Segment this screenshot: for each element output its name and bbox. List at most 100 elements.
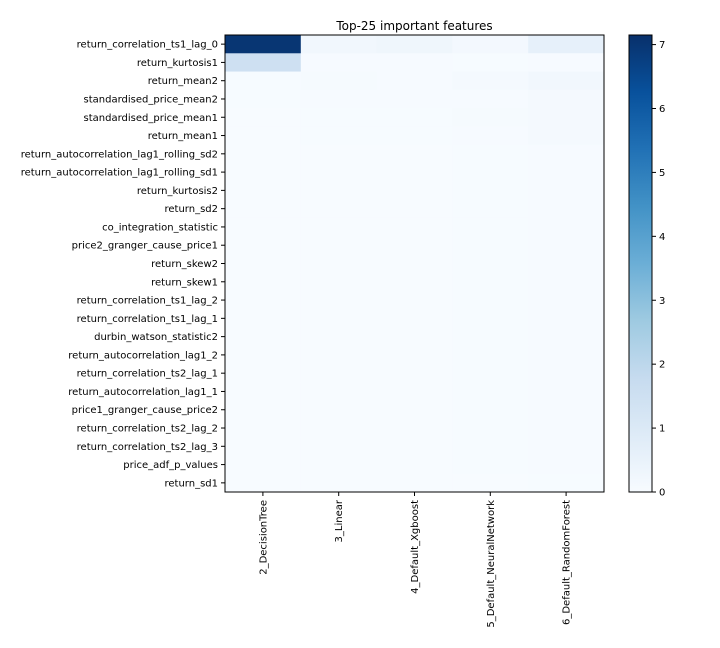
heatmap-cell bbox=[225, 162, 302, 182]
heatmap-cell bbox=[528, 345, 605, 365]
heatmap-cell bbox=[528, 309, 605, 328]
row-label: price2_granger_cause_price1 bbox=[72, 241, 218, 252]
heatmap-cell bbox=[225, 217, 302, 237]
heatmap-cell bbox=[376, 254, 453, 274]
heatmap-cell bbox=[225, 181, 302, 201]
heatmap-cell bbox=[376, 473, 453, 493]
heatmap-cell bbox=[528, 418, 605, 438]
heatmap-cell bbox=[452, 345, 529, 365]
heatmap-cell bbox=[376, 89, 453, 109]
heatmap-cell bbox=[300, 327, 378, 347]
heatmap-cell bbox=[300, 382, 378, 402]
heatmap-cell bbox=[225, 236, 302, 255]
heatmap-cell bbox=[376, 418, 453, 438]
heatmap-cell bbox=[376, 181, 453, 201]
heatmap-cell bbox=[376, 199, 453, 219]
heatmap-cell bbox=[452, 473, 529, 493]
heatmap-cell bbox=[528, 272, 605, 292]
heatmap-cell bbox=[300, 418, 378, 438]
heatmap-cell bbox=[376, 364, 453, 383]
heatmap-cell bbox=[225, 35, 302, 54]
row-label: return_autocorrelation_lag1_rolling_sd1 bbox=[21, 168, 218, 179]
heatmap-cell bbox=[528, 437, 605, 456]
heatmap-cell bbox=[225, 126, 302, 146]
heatmap-cell bbox=[300, 71, 378, 91]
heatmap-cell bbox=[300, 236, 378, 255]
heatmap-cell bbox=[300, 35, 378, 54]
heatmap-cell bbox=[376, 345, 453, 365]
row-label: return_mean2 bbox=[148, 76, 218, 87]
row-label: return_kurtosis2 bbox=[137, 186, 218, 197]
heatmap-cell bbox=[376, 126, 453, 146]
heatmap-cell bbox=[452, 309, 529, 328]
heatmap-cell bbox=[376, 162, 453, 182]
heatmap-cell bbox=[300, 144, 378, 164]
colorbar-gradient bbox=[628, 34, 653, 493]
heatmap-cell bbox=[528, 400, 605, 420]
heatmap-cell bbox=[300, 473, 378, 493]
column-label: 4_Default_Xgboost bbox=[410, 500, 421, 594]
heatmap-cell bbox=[528, 53, 605, 73]
heatmap-cell bbox=[300, 345, 378, 365]
heatmap-cell bbox=[225, 108, 302, 127]
row-label: return_correlation_ts2_lag_2 bbox=[77, 424, 218, 435]
heatmap-cells bbox=[225, 35, 605, 493]
row-label: return_correlation_ts1_lag_1 bbox=[77, 314, 218, 325]
colorbar-tick-label: 7 bbox=[659, 40, 665, 51]
heatmap-cell bbox=[300, 309, 378, 328]
heatmap-cell bbox=[225, 418, 302, 438]
heatmap-cell bbox=[452, 89, 529, 109]
colorbar-tick-label: 4 bbox=[659, 232, 665, 243]
heatmap-cell bbox=[300, 89, 378, 109]
column-label: 2_DecisionTree bbox=[258, 500, 269, 575]
column-label: 3_Linear bbox=[334, 499, 345, 542]
heatmap-cell bbox=[452, 272, 529, 292]
heatmap-cell bbox=[300, 199, 378, 219]
row-labels: return_correlation_ts1_lag_0 return_kurto… bbox=[21, 40, 225, 489]
heatmap-cell bbox=[376, 437, 453, 456]
row-label: return_correlation_ts2_lag_1 bbox=[77, 369, 218, 380]
heatmap-cell bbox=[225, 272, 302, 292]
row-label: return_sd1 bbox=[165, 478, 219, 489]
heatmap-cell bbox=[452, 162, 529, 182]
heatmap-cell bbox=[528, 327, 605, 347]
heatmap-cell bbox=[528, 126, 605, 146]
heatmap-cell bbox=[452, 199, 529, 219]
heatmap-cell bbox=[376, 217, 453, 237]
row-label: return_correlation_ts1_lag_0 bbox=[77, 40, 218, 51]
heatmap-cell bbox=[225, 345, 302, 365]
heatmap-cell bbox=[225, 364, 302, 383]
row-label: return_skew1 bbox=[151, 277, 218, 288]
heatmap-cell bbox=[528, 181, 605, 201]
heatmap-cell bbox=[528, 35, 605, 54]
heatmap-cell bbox=[225, 400, 302, 420]
heatmap-cell bbox=[300, 126, 378, 146]
colorbar-tick-label: 5 bbox=[659, 168, 665, 179]
heatmap-cell bbox=[300, 108, 378, 127]
heatmap-cell bbox=[528, 382, 605, 402]
row-label: return_skew2 bbox=[151, 259, 218, 270]
heatmap-cell bbox=[452, 327, 529, 347]
heatmap-cell bbox=[225, 473, 302, 493]
chart-title: Top-25 important features bbox=[335, 19, 492, 33]
heatmap-cell bbox=[300, 217, 378, 237]
row-label: return_autocorrelation_lag1_2 bbox=[68, 350, 218, 361]
heatmap-cell bbox=[452, 126, 529, 146]
heatmap-cell bbox=[376, 53, 453, 73]
heatmap-cell bbox=[300, 254, 378, 274]
row-label: durbin_watson_statistic2 bbox=[94, 332, 218, 343]
heatmap-cell bbox=[376, 236, 453, 255]
colorbar: 0 1 2 3 4 5 6 7 bbox=[628, 34, 665, 499]
heatmap-cell bbox=[528, 364, 605, 383]
heatmap-cell bbox=[452, 364, 529, 383]
heatmap-cell bbox=[376, 382, 453, 402]
colorbar-tick-label: 3 bbox=[659, 296, 665, 307]
heatmap-cell bbox=[225, 290, 302, 310]
heatmap-cell bbox=[376, 35, 453, 54]
heatmap-cell bbox=[528, 144, 605, 164]
heatmap-cell bbox=[225, 437, 302, 456]
heatmap-cell bbox=[528, 89, 605, 109]
heatmap-cell bbox=[452, 35, 529, 54]
heatmap-cell bbox=[452, 382, 529, 402]
